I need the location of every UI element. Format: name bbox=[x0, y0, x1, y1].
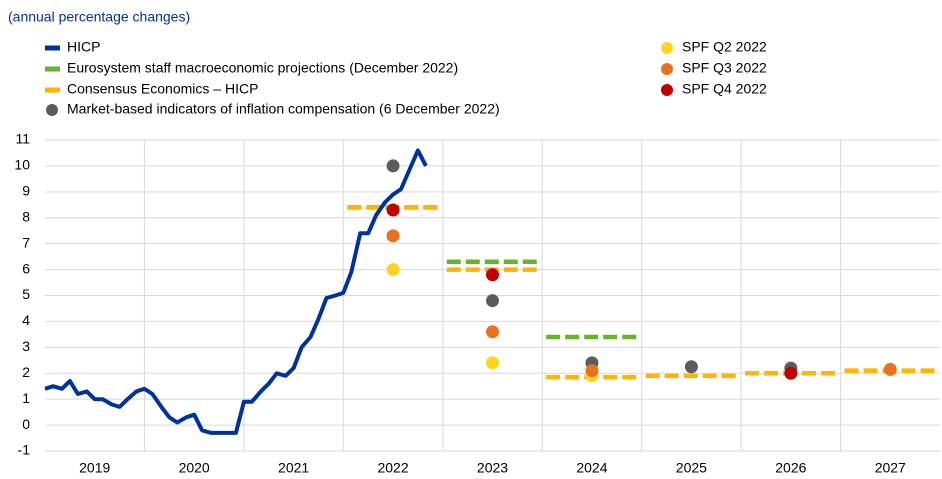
survey-dot bbox=[486, 294, 499, 308]
survey-dot bbox=[386, 203, 400, 217]
legend-item: Market-based indicators of inflation com… bbox=[46, 101, 500, 117]
survey-dot bbox=[386, 159, 400, 173]
x-tick-label: 2022 bbox=[377, 460, 408, 476]
legend-marker bbox=[661, 42, 673, 54]
legend-item: SPF Q4 2022 bbox=[661, 81, 767, 97]
legend-label: Eurosystem staff macroeconomic projectio… bbox=[67, 60, 458, 76]
legend-item: Eurosystem staff macroeconomic projectio… bbox=[45, 60, 458, 76]
legend-label: HICP bbox=[67, 39, 100, 55]
legend-label: Market-based indicators of inflation com… bbox=[67, 101, 500, 117]
legend-item: SPF Q2 2022 bbox=[661, 39, 767, 55]
x-tick-label: 2026 bbox=[775, 460, 806, 476]
survey-dot bbox=[585, 364, 599, 378]
legend-marker bbox=[661, 63, 673, 75]
x-tick-label: 2024 bbox=[576, 460, 607, 476]
survey-dot bbox=[684, 360, 698, 374]
legend-item: Consensus Economics – HICP bbox=[45, 81, 258, 97]
y-tick-label: 1 bbox=[22, 390, 30, 406]
survey-dot bbox=[784, 366, 798, 380]
survey-dot bbox=[486, 356, 499, 370]
survey-dot bbox=[883, 362, 897, 376]
legend-label: SPF Q4 2022 bbox=[682, 81, 767, 97]
legend-label: Consensus Economics – HICP bbox=[67, 81, 258, 97]
survey-dot bbox=[386, 229, 400, 243]
y-tick-label: 10 bbox=[14, 157, 30, 173]
y-tick-label: 3 bbox=[22, 338, 30, 354]
legend-label: SPF Q2 2022 bbox=[682, 39, 767, 55]
x-tick-label: 2019 bbox=[79, 460, 110, 476]
y-tick-label: 9 bbox=[22, 183, 30, 199]
x-tick-label: 2021 bbox=[278, 460, 309, 476]
y-tick-label: 8 bbox=[22, 208, 30, 224]
x-tick-label: 2023 bbox=[477, 460, 508, 476]
survey-dot bbox=[386, 263, 400, 277]
y-tick-label: 2 bbox=[22, 364, 30, 380]
y-tick-label: 11 bbox=[15, 131, 30, 147]
survey-dot bbox=[486, 268, 499, 282]
y-tick-label: 0 bbox=[22, 416, 30, 432]
legend-marker bbox=[661, 84, 673, 96]
y-tick-label: 4 bbox=[22, 312, 30, 328]
x-tick-label: 2020 bbox=[179, 460, 210, 476]
legend-item: SPF Q3 2022 bbox=[661, 60, 767, 76]
legend-label: SPF Q3 2022 bbox=[682, 60, 767, 76]
y-tick-label: -1 bbox=[18, 442, 31, 458]
legend-marker bbox=[46, 104, 58, 116]
y-tick-label: 7 bbox=[22, 234, 30, 250]
survey-dot bbox=[486, 325, 499, 339]
y-tick-label: 5 bbox=[22, 286, 30, 302]
hicp-line bbox=[44, 148, 428, 435]
x-tick-label: 2027 bbox=[875, 460, 906, 476]
legend-item: HICP bbox=[45, 39, 100, 55]
y-tick-label: 6 bbox=[22, 260, 30, 276]
x-tick-label: 2025 bbox=[676, 460, 707, 476]
chart-subtitle: (annual percentage changes) bbox=[8, 9, 190, 25]
